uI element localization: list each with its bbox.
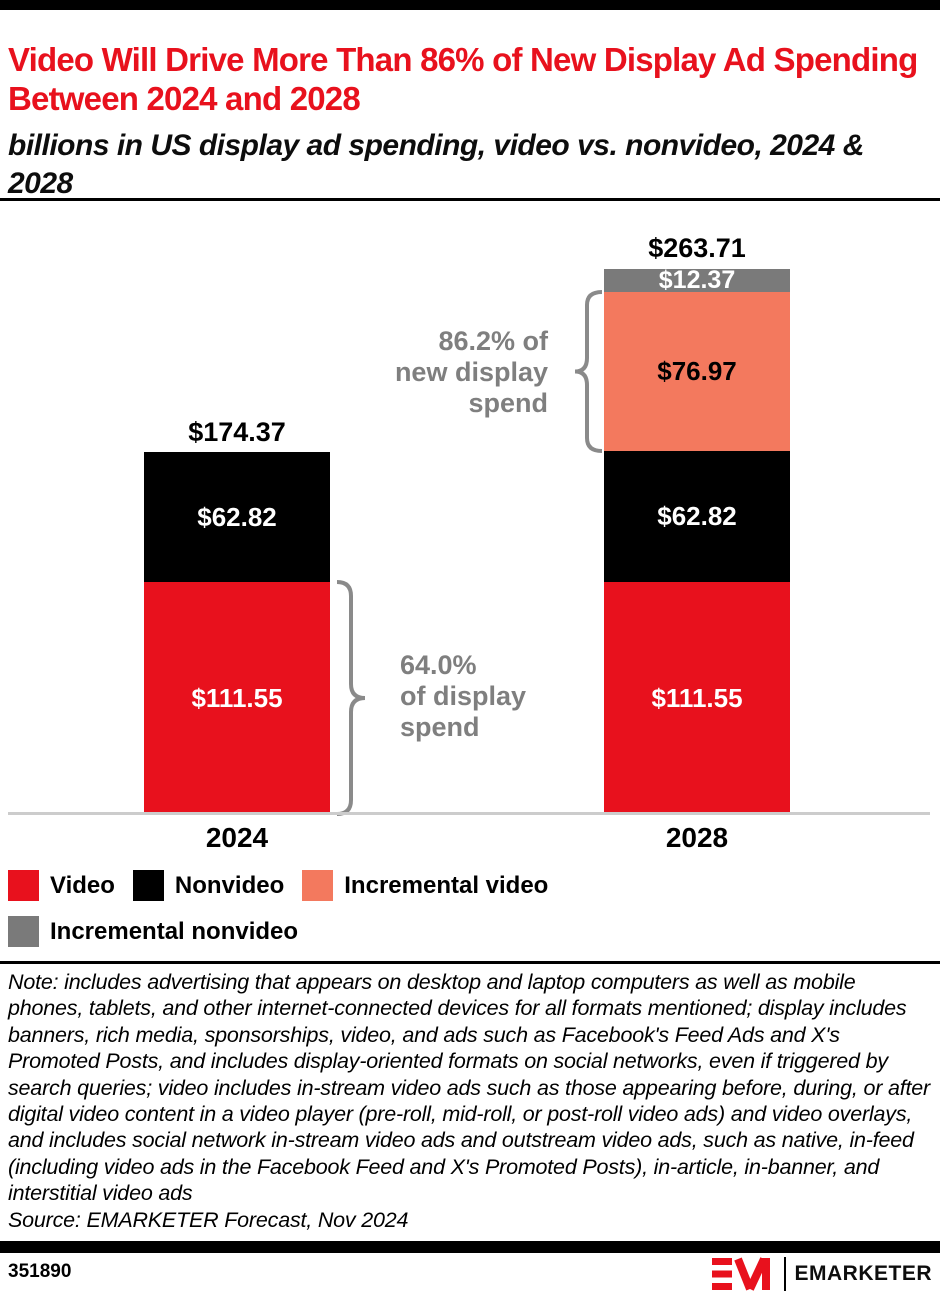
total-label-2028: $263.71 (648, 233, 746, 263)
segment-value-label: $62.82 (657, 501, 737, 531)
legend-label-incremental-nonvideo: Incremental nonvideo (50, 917, 299, 945)
x-axis-baseline (8, 812, 930, 815)
segment-value-label: $111.55 (191, 682, 283, 713)
annotation-video-share: 64.0% of display spend (400, 650, 527, 742)
legend-label-incremental-video: Incremental video (344, 871, 549, 899)
segment-value-label: $12.37 (658, 266, 736, 294)
total-label-2024: $174.37 (188, 417, 286, 447)
segment-value-label: $76.97 (657, 356, 737, 386)
legend-swatch-incremental-nonvideo (8, 916, 39, 947)
bar-segment-nonvideo-2028: $62.82 (604, 451, 790, 582)
legend-swatch-nonvideo (132, 870, 164, 901)
legend-swatch-video (8, 870, 39, 901)
bar-segment-video-2028: $111.55 (604, 582, 790, 814)
legend-label-video: Video (50, 871, 115, 899)
legend-row-2: Incremental nonvideo (8, 916, 316, 947)
footer-accent-bar (0, 1241, 940, 1253)
page-title: Video Will Drive More Than 86% of New Di… (8, 41, 918, 118)
x-axis-label-2024: 2024 (205, 822, 269, 853)
x-axis-label-2028: 2028 (665, 822, 729, 853)
annotation-incremental-video-share: 86.2% of new display spend (394, 326, 548, 418)
segment-value-label: $62.82 (197, 501, 277, 532)
bar-segment-nonvideo-2024: $62.82 (144, 452, 330, 582)
emarketer-em-mark-icon (712, 1257, 771, 1291)
note-divider (0, 961, 940, 964)
brand-wordmark: EMARKETER (794, 1262, 932, 1285)
segment-value-label: $111.55 (651, 682, 743, 713)
legend-label-nonvideo: Nonvideo (174, 871, 285, 899)
page-subtitle: billions in US display ad spending, vide… (8, 128, 864, 200)
top-accent-bar (0, 0, 940, 10)
bar-segment-incremental-video-2028: $76.97 (604, 292, 790, 451)
legend-row-1: Video Nonvideo Incremental video (8, 870, 566, 901)
bar-segment-video-2024: $111.55 (144, 582, 330, 814)
source-text: Source: EMARKETER Forecast, Nov 2024 (8, 1207, 409, 1232)
note-block: Note: includes advertising that appears … (8, 969, 934, 1233)
logo-divider (784, 1257, 787, 1291)
legend-swatch-incremental-video (302, 870, 334, 901)
note-text: Note: includes advertising that appears … (8, 970, 930, 1206)
curly-brace-left-icon (574, 290, 603, 453)
header-divider (0, 198, 940, 201)
chart-id: 351890 (8, 1261, 72, 1282)
curly-brace-right-icon (336, 580, 366, 816)
emarketer-logo: EMARKETER (712, 1256, 932, 1292)
bar-segment-incremental-nonvideo-2028: $12.37 (604, 266, 790, 294)
